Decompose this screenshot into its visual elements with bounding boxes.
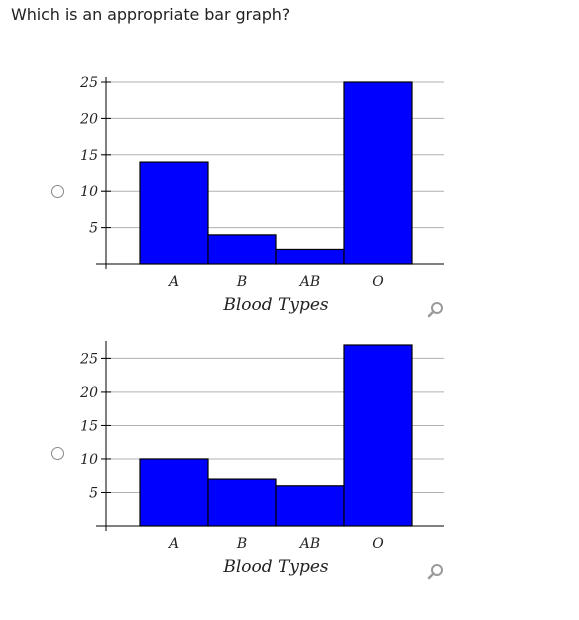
magnifier-icon[interactable] (426, 562, 446, 582)
bar-o (343, 344, 413, 527)
y-tick-label: 25 (79, 75, 98, 91)
y-tick-label: 10 (80, 452, 98, 468)
radio-option-1[interactable] (51, 185, 64, 198)
x-category-label: AB (298, 274, 320, 290)
bar-a (139, 161, 209, 265)
x-category-label: A (167, 274, 179, 290)
y-tick-label: 25 (79, 351, 98, 367)
x-category-label: AB (298, 536, 320, 552)
question-text: Which is an appropriate bar graph? (11, 5, 291, 24)
magnifier-icon[interactable] (426, 300, 446, 320)
bar-ab (275, 485, 345, 527)
x-category-label: B (236, 274, 247, 290)
y-tick-label: 15 (80, 418, 98, 434)
bar-o (343, 81, 413, 265)
x-category-label: B (236, 536, 247, 552)
y-tick-label: 5 (89, 485, 98, 501)
y-tick-label: 5 (89, 221, 98, 237)
bar-a (139, 458, 209, 527)
x-category-label: O (372, 274, 384, 290)
y-tick-label: 10 (80, 184, 98, 200)
bar-b (207, 478, 277, 527)
x-category-label: O (372, 536, 384, 552)
x-category-label: A (167, 536, 179, 552)
x-axis-title: Blood Types (222, 557, 329, 577)
radio-option-2[interactable] (51, 447, 64, 460)
x-axis-title: Blood Types (222, 295, 329, 315)
y-tick-label: 20 (79, 111, 98, 127)
y-tick-label: 15 (80, 148, 98, 164)
y-tick-label: 20 (79, 385, 98, 401)
